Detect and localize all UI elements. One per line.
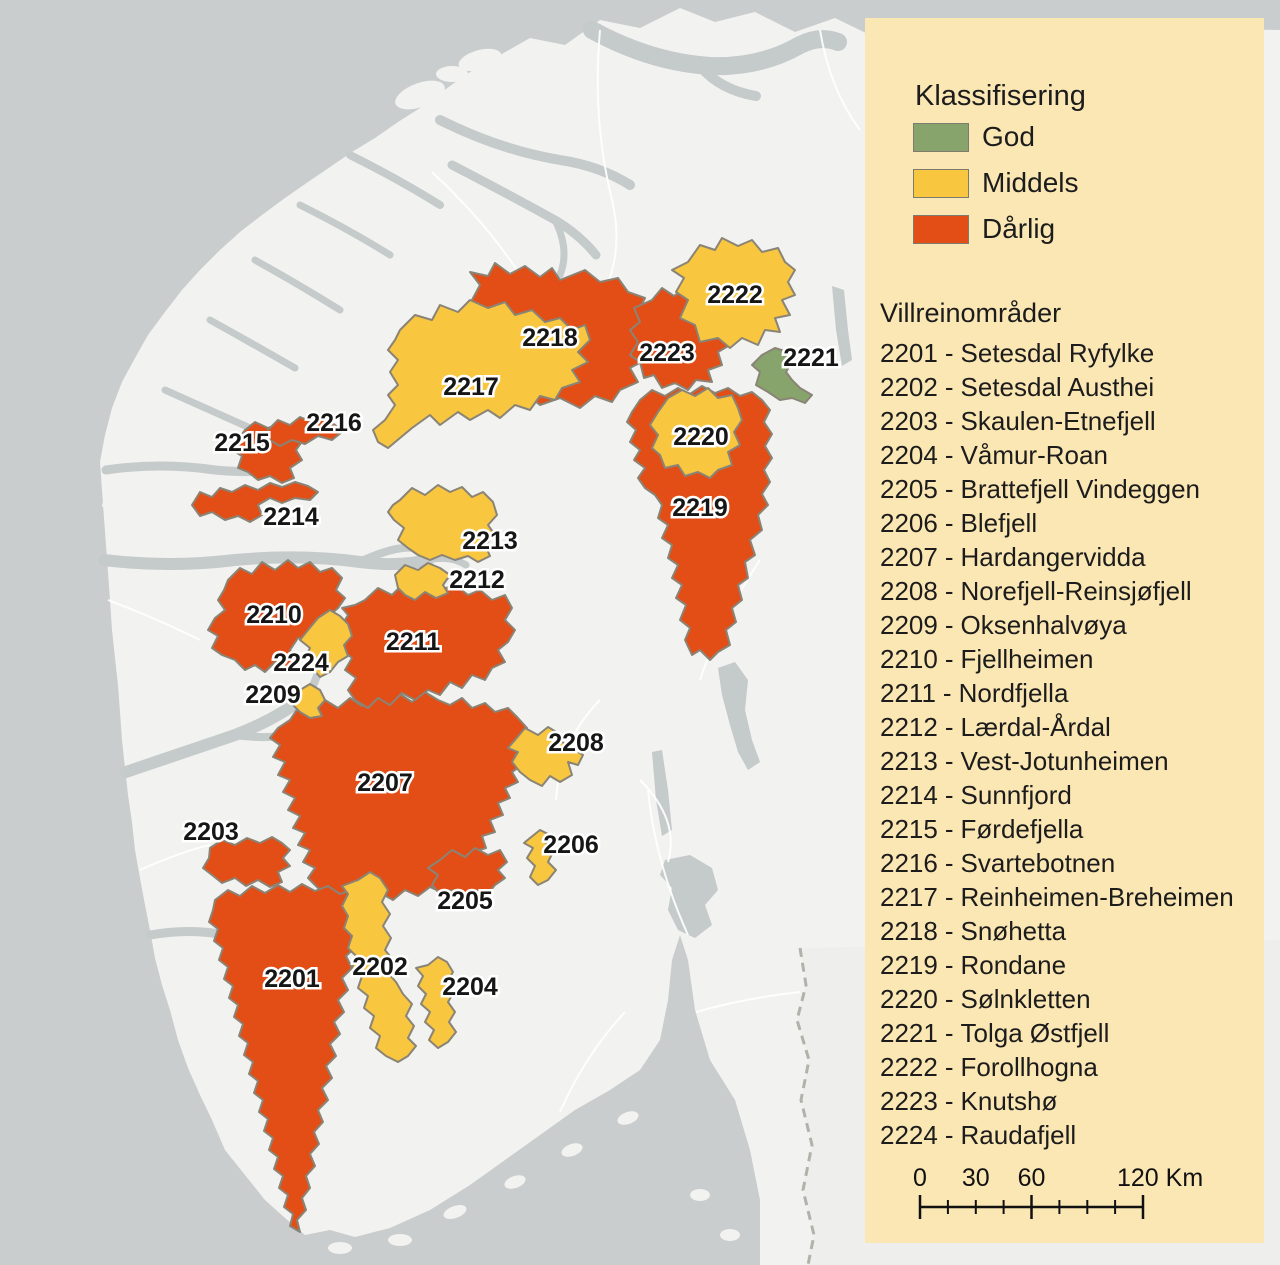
area-list-item: 2203- Skaulen-Etnefjell [880, 406, 1156, 436]
area-list-item: 2204- Våmur-Roan [880, 440, 1108, 470]
area-list-item: 2217- Reinheimen-Breheimen [880, 882, 1234, 912]
area-list-item: 2211- Nordfjella [880, 678, 1069, 708]
area-list-item: 2214- Sunnfjord [880, 780, 1072, 810]
lakes [652, 286, 852, 938]
map-label-2215: 2215 [214, 429, 270, 457]
map-label-2201: 2201 [264, 965, 320, 993]
area-list-item: 2206- Blefjell [880, 508, 1038, 538]
area-list-item: 2222- Forollhogna [880, 1052, 1098, 1082]
area-list-item: 2223- Knutshø [880, 1086, 1058, 1116]
region-2205 [427, 847, 508, 898]
area-list-item: 2210- Fjellheimen [880, 644, 1094, 674]
map-label-2205: 2205 [437, 887, 493, 915]
legend-item-darlig: Dårlig [913, 213, 1056, 244]
map-label-2221: 2221 [783, 344, 839, 372]
map-labels: 2201 2202 2203 2204 2205 2206 2207 2208 … [181, 279, 842, 1004]
map-label-2211: 2211 [386, 628, 440, 656]
map-label-2206: 2206 [543, 831, 599, 859]
county-borders [107, 29, 861, 1113]
map-label-2209: 2209 [245, 681, 301, 709]
map-label-2224: 2224 [273, 649, 329, 677]
legend-label-darlig: Dårlig [982, 213, 1056, 244]
area-list-item: 2218- Snøhetta [880, 916, 1067, 946]
legend-item-middels: Middels [913, 167, 1079, 198]
region-2212 [394, 562, 451, 601]
region-2221 [751, 347, 813, 404]
map-label-2203: 2203 [183, 818, 239, 846]
legend-item-god: God [913, 121, 1035, 152]
map-label-2202: 2202 [352, 953, 408, 981]
region-2209 [292, 683, 326, 719]
region-2224 [299, 609, 353, 678]
legend-title: Klassifisering [915, 80, 1086, 112]
region-2216 [267, 416, 343, 447]
region-2220 [649, 387, 743, 479]
map-label-2222: 2222 [707, 281, 763, 309]
sweden-border [795, 947, 816, 1265]
scale-label-30: 30 [962, 1164, 990, 1192]
area-list-item: 2201- Setesdal Ryfylke [880, 338, 1155, 368]
map-label-2212: 2212 [449, 566, 505, 594]
region-2213 [387, 484, 498, 563]
map-label-2207: 2207 [357, 769, 413, 797]
area-list-item: 2202- Setesdal Austhei [880, 372, 1155, 402]
legend-swatch-middels [913, 168, 969, 198]
reindeer-regions [191, 237, 813, 1233]
area-list-item: 2224- Raudafjell [880, 1120, 1077, 1150]
map-label-2218: 2218 [522, 324, 578, 352]
map-label-2216: 2216 [306, 409, 362, 437]
region-2204 [415, 956, 457, 1049]
area-list-item: 2212- Lærdal-Årdal [880, 712, 1111, 742]
areas-list-title: Villreinområder [880, 298, 1062, 328]
region-2211 [339, 581, 516, 709]
legend-panel: Klassifisering God Middels Dårlig Villre… [865, 18, 1264, 1243]
area-list-item: 2213- Vest-Jotunheimen [880, 746, 1169, 776]
map-label-2204: 2204 [442, 973, 498, 1001]
map-label-2219: 2219 [672, 494, 728, 522]
map-label-2208: 2208 [548, 729, 604, 757]
region-2217 [372, 299, 591, 449]
area-list-item: 2220- Sølnkletten [880, 984, 1091, 1014]
area-list-item: 2208- Norefjell-Reinsjøfjell [880, 576, 1192, 606]
area-list-item: 2219- Rondane [880, 950, 1067, 980]
scale-bar: 0 30 60 120 Km [913, 1164, 1203, 1219]
legend-label-god: God [982, 121, 1035, 152]
region-2206 [523, 829, 557, 886]
area-list-item: 2209- Oksenhalvøya [880, 610, 1127, 640]
areas-list: 2201- Setesdal Ryfylke 2202- Setesdal Aust… [880, 336, 1234, 1152]
region-2203 [202, 836, 291, 888]
area-list-item: 2205- Brattefjell Vindeggen [880, 474, 1200, 504]
map-label-2214: 2214 [263, 503, 319, 531]
scale-label-120: 120 Km [1117, 1164, 1203, 1192]
scale-label-60: 60 [1018, 1164, 1046, 1192]
area-list-item: 2216- Svartebotnen [880, 848, 1116, 878]
scale-label-0: 0 [913, 1164, 927, 1192]
legend-swatch-god [913, 122, 969, 152]
map-label-2217: 2217 [443, 373, 499, 401]
map-label-2213: 2213 [462, 527, 518, 555]
region-2222 [671, 237, 796, 349]
map-label-2223: 2223 [639, 339, 695, 367]
region-2214 [191, 481, 319, 523]
legend-label-middels: Middels [982, 167, 1079, 198]
legend-swatch-darlig [913, 214, 969, 244]
map-label-2210: 2210 [246, 601, 302, 629]
region-2208 [507, 726, 584, 787]
area-list-item: 2221- Tolga Østfjell [880, 1018, 1110, 1048]
map-label-2220: 2220 [673, 423, 729, 451]
region-2202 [341, 871, 417, 1063]
area-list-item: 2207- Hardangervidda [880, 542, 1146, 572]
area-list-item: 2215- Førdefjella [880, 814, 1084, 844]
